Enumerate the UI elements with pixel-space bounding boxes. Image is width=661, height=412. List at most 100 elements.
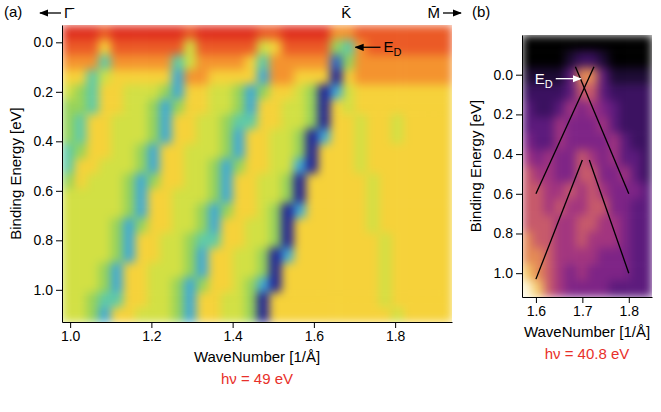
heatmap-cell bbox=[630, 84, 642, 101]
heatmap-cell bbox=[147, 144, 160, 159]
heatmap-cell bbox=[620, 35, 631, 52]
heatmap-cell bbox=[306, 144, 319, 159]
x-tick-label: 1.8 bbox=[386, 328, 406, 344]
heatmap-cell bbox=[565, 182, 577, 199]
heatmap-cell bbox=[62, 174, 75, 189]
heatmap-cell bbox=[522, 84, 533, 101]
y-tick: 1.0 bbox=[494, 265, 522, 281]
heatmap-cell bbox=[123, 159, 136, 174]
heatmap-cell bbox=[620, 117, 631, 134]
heatmap-cell bbox=[62, 40, 75, 55]
y-tick-label: 0.6 bbox=[494, 186, 514, 202]
heatmap-cell bbox=[111, 218, 124, 233]
heatmap-cell bbox=[245, 99, 258, 114]
heatmap-cell bbox=[609, 117, 620, 134]
heatmap-cell bbox=[306, 307, 319, 322]
heatmap-cell bbox=[641, 281, 652, 297]
heatmap-cell bbox=[342, 114, 355, 129]
heatmap-cell bbox=[111, 25, 124, 40]
heatmap-cell bbox=[62, 99, 75, 114]
heatmap-cell bbox=[587, 133, 598, 150]
heatmap-cell bbox=[440, 40, 452, 55]
heatmap-cell bbox=[269, 263, 282, 278]
heatmap-cell bbox=[428, 248, 441, 263]
heatmap-cell bbox=[269, 144, 282, 159]
heatmap-cell bbox=[391, 218, 404, 233]
heatmap-cell bbox=[379, 99, 392, 114]
heatmap-cell bbox=[281, 174, 294, 189]
heatmap-cell bbox=[269, 292, 282, 307]
heatmap-cell bbox=[555, 281, 566, 297]
heatmap-cell bbox=[99, 25, 112, 40]
heatmap-cell bbox=[220, 40, 233, 55]
heatmap-cell bbox=[62, 144, 75, 159]
x-tick-label: 1.6 bbox=[527, 303, 547, 319]
heatmap-cell bbox=[355, 84, 368, 99]
y-axis-title: Binding Energy [eV] bbox=[7, 107, 24, 240]
heatmap-cell bbox=[86, 188, 99, 203]
heatmap-cell bbox=[598, 248, 610, 265]
heatmap-cell bbox=[294, 144, 307, 159]
heatmap-cell bbox=[160, 188, 173, 203]
heatmap-cell bbox=[160, 114, 173, 129]
heatmap-cell bbox=[62, 114, 75, 129]
heatmap-cell bbox=[379, 248, 392, 263]
annotation-text: E bbox=[383, 38, 393, 55]
heatmap-cell bbox=[245, 188, 258, 203]
y-axis-line bbox=[62, 26, 63, 323]
heatmap-cell bbox=[440, 188, 452, 203]
heatmap-cell bbox=[196, 159, 209, 174]
heatmap-cell bbox=[184, 114, 197, 129]
heatmap-cell bbox=[598, 281, 610, 297]
heatmap-cell bbox=[565, 68, 577, 85]
heatmap-cell bbox=[641, 133, 652, 150]
heatmap-cell bbox=[415, 159, 428, 174]
heatmap-cell bbox=[428, 114, 441, 129]
heatmap-cell bbox=[403, 84, 416, 99]
x-tick: 1.6 bbox=[305, 322, 325, 344]
heatmap-cell bbox=[74, 159, 87, 174]
heatmap-cell bbox=[620, 101, 631, 118]
heatmap-cell bbox=[533, 133, 545, 150]
heatmap-cell bbox=[160, 233, 173, 248]
heatmap-cell bbox=[257, 114, 270, 129]
heatmap-cell bbox=[135, 159, 148, 174]
heatmap-cell bbox=[208, 263, 221, 278]
heatmap-cell bbox=[609, 182, 620, 199]
heatmap-cell bbox=[641, 215, 652, 232]
heatmap-cell bbox=[62, 84, 75, 99]
heatmap-cell bbox=[245, 114, 258, 129]
heatmap-cell bbox=[86, 218, 99, 233]
heatmap-cell bbox=[233, 233, 246, 248]
heatmap-cell bbox=[598, 51, 610, 68]
heatmap-cell bbox=[391, 307, 404, 322]
heatmap-cell bbox=[598, 264, 610, 281]
heatmap-cell bbox=[220, 188, 233, 203]
heatmap-cell bbox=[233, 248, 246, 263]
heatmap-cell bbox=[172, 159, 185, 174]
heatmap-cell bbox=[99, 203, 112, 218]
heatmap-cell bbox=[318, 218, 331, 233]
heatmap-cell bbox=[641, 150, 652, 167]
heatmap-cell bbox=[415, 307, 428, 322]
heatmap-cell bbox=[208, 70, 221, 85]
y-tick: 0.2 bbox=[34, 84, 62, 100]
heatmap-cell bbox=[160, 248, 173, 263]
y-axis: 0.00.20.40.60.81.0 bbox=[494, 36, 523, 298]
heatmap-cell bbox=[196, 84, 209, 99]
heatmap-cell bbox=[355, 203, 368, 218]
band-line bbox=[575, 67, 628, 194]
heatmap-cell bbox=[196, 40, 209, 55]
heatmap-cell bbox=[147, 114, 160, 129]
y-tick-mark bbox=[56, 290, 62, 291]
heatmap-cell bbox=[160, 174, 173, 189]
heatmap-cell bbox=[111, 174, 124, 189]
y-axis: 0.00.20.40.60.81.0 bbox=[34, 26, 63, 323]
heatmap-cell bbox=[609, 133, 620, 150]
heatmap-cell bbox=[630, 35, 642, 52]
heatmap-cell bbox=[208, 307, 221, 322]
heatmap-cell bbox=[99, 84, 112, 99]
x-axis-title: WaveNumber [1/Å] bbox=[194, 348, 320, 365]
heatmap-cell bbox=[440, 248, 452, 263]
heatmap-cell bbox=[415, 188, 428, 203]
